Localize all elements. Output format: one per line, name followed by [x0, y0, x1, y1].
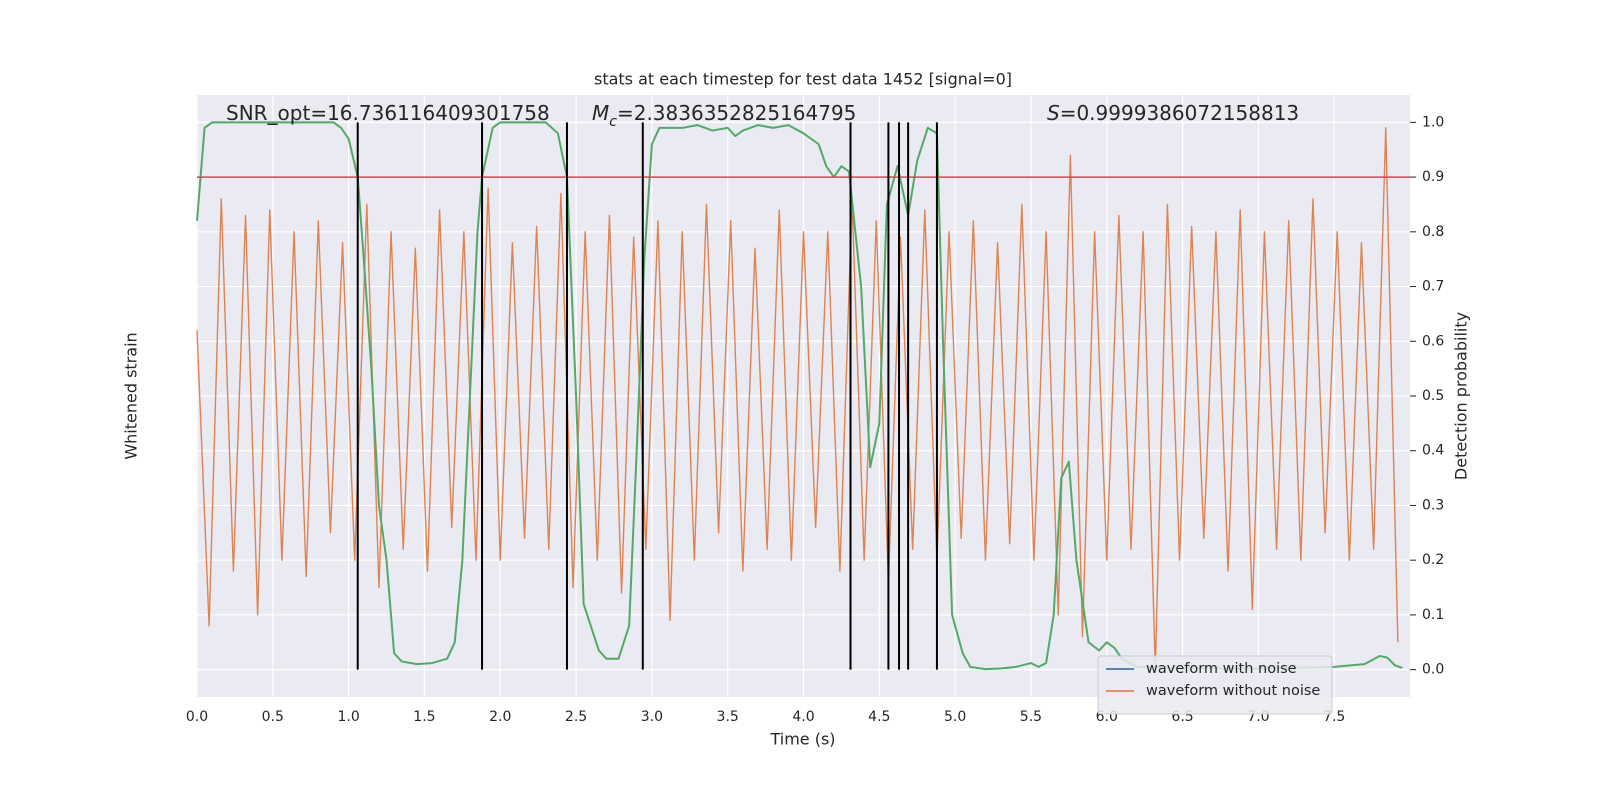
annotation: S=0.9999386072158813 — [1047, 101, 1299, 125]
x-tick-label: 1.0 — [337, 709, 359, 725]
annotation-text: =0.9999386072158813 — [1060, 101, 1299, 125]
annotation-text: SNR_opt=16.736116409301758 — [226, 101, 550, 125]
y2-tick-label: 0.3 — [1422, 497, 1444, 513]
x-tick-label: 0.0 — [186, 709, 208, 725]
x-tick-label: 3.0 — [641, 709, 663, 725]
x-tick-label: 5.5 — [1020, 709, 1042, 725]
legend-label: waveform without noise — [1146, 683, 1320, 699]
y2-axis-label: Detection probability — [1452, 312, 1471, 480]
y2-tick-label: 0.8 — [1422, 224, 1444, 240]
series-line — [196, 127, 1399, 671]
y2-tick-label: 0.5 — [1422, 388, 1444, 404]
annotation-text: =2.3836352825164795 — [617, 101, 856, 125]
y2-tick-label: 0.7 — [1422, 279, 1444, 295]
annotation: Mc=2.3836352825164795 — [592, 101, 856, 131]
y2-tick-label: 1.0 — [1422, 114, 1444, 130]
y2-tick-label: 0.9 — [1422, 169, 1444, 185]
annotation-subscript: c — [609, 114, 617, 130]
y2-tick-label: 0.6 — [1422, 333, 1444, 349]
legend-box — [1097, 655, 1333, 715]
annotation-symbol: S — [1047, 101, 1060, 125]
x-tick-label: 4.5 — [868, 709, 890, 725]
x-tick-label: 3.5 — [717, 709, 739, 725]
x-tick-label: 4.0 — [792, 709, 814, 725]
x-tick-label: 0.5 — [262, 709, 284, 725]
legend-label: waveform with noise — [1146, 661, 1297, 677]
annotation-symbol: M — [592, 101, 609, 125]
chart-title: stats at each timestep for test data 145… — [594, 70, 1012, 89]
y2-tick-label: 0.0 — [1422, 662, 1444, 678]
x-tick-label: 1.5 — [413, 709, 435, 725]
x-tick-label: 2.0 — [489, 709, 511, 725]
series-line — [196, 121, 1403, 671]
y2-tick-label: 0.4 — [1422, 443, 1444, 459]
y2-tick-label: 0.1 — [1422, 607, 1444, 623]
x-tick-label: 5.0 — [944, 709, 966, 725]
x-axis-label: Time (s) — [769, 730, 835, 749]
y2-tick-label: 0.2 — [1422, 552, 1444, 568]
y-axis-label: Whitened strain — [122, 332, 141, 459]
annotation: SNR_opt=16.736116409301758 — [226, 101, 550, 125]
x-tick-label: 2.5 — [565, 709, 587, 725]
